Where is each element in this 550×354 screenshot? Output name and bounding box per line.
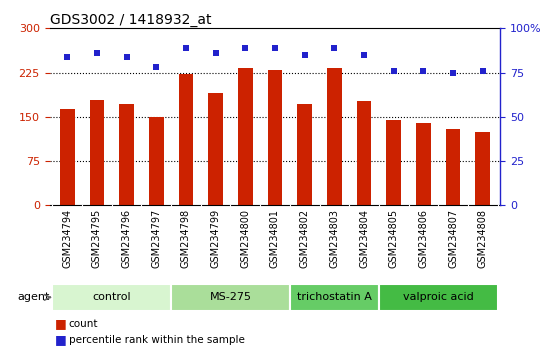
- Point: [389, 68, 398, 74]
- Text: GSM234808: GSM234808: [478, 209, 488, 268]
- Text: GSM234797: GSM234797: [151, 209, 161, 268]
- Bar: [149, 117, 164, 205]
- Text: GDS3002 / 1418932_at: GDS3002 / 1418932_at: [50, 13, 211, 27]
- Point: [182, 45, 190, 51]
- Bar: [90, 100, 104, 205]
- Bar: [446, 129, 460, 205]
- Point: [241, 45, 250, 51]
- Bar: [268, 70, 282, 205]
- Bar: [379, 284, 498, 311]
- Point: [330, 45, 339, 51]
- Bar: [238, 68, 253, 205]
- Text: MS-275: MS-275: [210, 292, 251, 302]
- Bar: [119, 104, 134, 205]
- Text: GSM234802: GSM234802: [300, 209, 310, 268]
- Text: count: count: [69, 319, 98, 329]
- Text: GSM234799: GSM234799: [211, 209, 221, 268]
- Text: ■: ■: [55, 333, 67, 346]
- Bar: [171, 284, 290, 311]
- Text: agent: agent: [18, 292, 50, 302]
- Point: [63, 54, 72, 59]
- Point: [152, 64, 161, 70]
- Text: GSM234801: GSM234801: [270, 209, 280, 268]
- Bar: [52, 284, 171, 311]
- Text: GSM234805: GSM234805: [389, 209, 399, 268]
- Bar: [356, 102, 371, 205]
- Text: GSM234794: GSM234794: [62, 209, 72, 268]
- Bar: [60, 109, 75, 205]
- Point: [271, 45, 279, 51]
- Text: GSM234806: GSM234806: [419, 209, 428, 268]
- Bar: [327, 68, 342, 205]
- Text: GSM234796: GSM234796: [122, 209, 131, 268]
- Text: GSM234800: GSM234800: [240, 209, 250, 268]
- Text: valproic acid: valproic acid: [403, 292, 474, 302]
- Text: ■: ■: [55, 318, 67, 330]
- Bar: [386, 120, 401, 205]
- Bar: [179, 74, 194, 205]
- Bar: [208, 93, 223, 205]
- Point: [478, 68, 487, 74]
- Text: GSM234807: GSM234807: [448, 209, 458, 268]
- Bar: [297, 104, 312, 205]
- Text: GSM234803: GSM234803: [329, 209, 339, 268]
- Point: [92, 50, 101, 56]
- Text: GSM234795: GSM234795: [92, 209, 102, 268]
- Point: [122, 54, 131, 59]
- Point: [419, 68, 428, 74]
- Text: trichostatin A: trichostatin A: [297, 292, 372, 302]
- Bar: [290, 284, 379, 311]
- Text: GSM234798: GSM234798: [181, 209, 191, 268]
- Bar: [416, 123, 431, 205]
- Text: control: control: [92, 292, 131, 302]
- Point: [360, 52, 368, 58]
- Point: [211, 50, 220, 56]
- Bar: [475, 132, 490, 205]
- Text: percentile rank within the sample: percentile rank within the sample: [69, 335, 245, 345]
- Point: [449, 70, 458, 75]
- Text: GSM234804: GSM234804: [359, 209, 369, 268]
- Point: [300, 52, 309, 58]
